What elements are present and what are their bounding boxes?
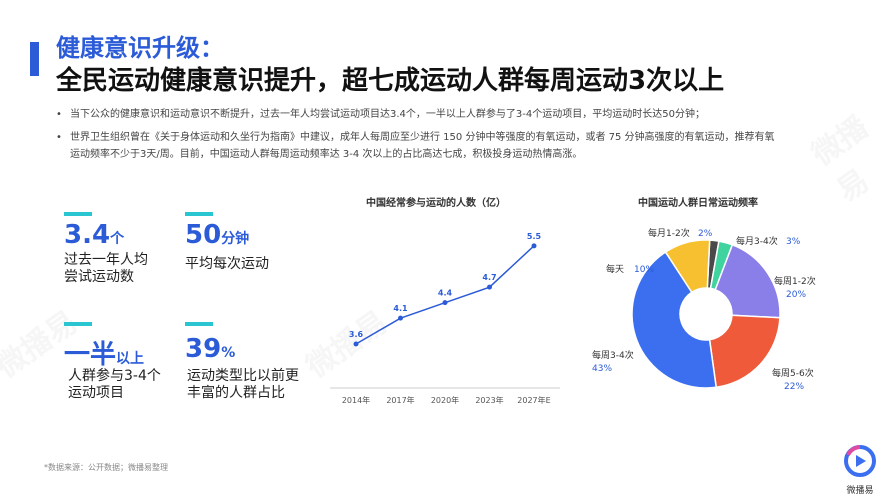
stat-unit-1: 个 bbox=[110, 231, 125, 247]
x-tick-label: 2014年 bbox=[342, 395, 370, 405]
slice-name: 每月1-2次 bbox=[648, 227, 690, 239]
x-tick-label: 2027年E bbox=[517, 395, 550, 405]
pie-slice bbox=[708, 314, 781, 389]
stat-divider-4 bbox=[185, 322, 213, 326]
slice-percent: 10% bbox=[634, 265, 654, 275]
stat-divider-1 bbox=[64, 212, 92, 216]
slice-name: 每天 bbox=[606, 263, 624, 275]
stat-desc-2: 平均每次运动 bbox=[185, 256, 269, 272]
data-label: 4.4 bbox=[438, 289, 453, 298]
stat-unit-3: 以上 bbox=[116, 351, 145, 367]
data-point bbox=[442, 300, 448, 306]
pie-slice bbox=[631, 250, 718, 389]
line-chart-title: 中国经常参与运动的人数（亿） bbox=[366, 198, 506, 209]
data-label: 4.7 bbox=[482, 273, 496, 282]
slice-percent: 3% bbox=[786, 237, 801, 247]
pie-slice bbox=[714, 243, 781, 319]
stat-value-2: 50分钟 bbox=[185, 220, 250, 250]
stat-divider-2 bbox=[185, 212, 213, 216]
title-accent-bar bbox=[30, 42, 39, 76]
line-chart: 3.6 2014年 4.1 2017年 4.4 2020年 4.7 2023年 5.5 2027年… bbox=[330, 232, 560, 405]
bullet-dot: • bbox=[56, 109, 62, 120]
stat-value-1: 3.4个 bbox=[64, 220, 125, 250]
footnote: *数据来源：公开数据；微播易整理 bbox=[44, 463, 168, 472]
brand-logo: 微播易 bbox=[840, 445, 880, 496]
stat-desc-1: 过去一年人均 尝试运动数 bbox=[64, 252, 148, 285]
slice-name: 每周1-2次 bbox=[774, 275, 816, 287]
x-tick-label: 2023年 bbox=[475, 395, 503, 405]
page-title: 全民运动健康意识提升，超七成运动人群每周运动3次以上 bbox=[56, 66, 725, 96]
bullet-text-3: 运动频率不少于3天/周。目前，中国运动人群每周运动频率达 3-4 次以上的占比高… bbox=[70, 149, 583, 160]
data-point bbox=[353, 341, 359, 347]
stat-unit-4: % bbox=[221, 345, 236, 361]
slice-percent: 2% bbox=[698, 229, 713, 239]
bullet-dot: • bbox=[56, 132, 62, 143]
slice-percent: 43% bbox=[592, 364, 612, 374]
stat-unit-2: 分钟 bbox=[221, 231, 250, 247]
data-label: 3.6 bbox=[349, 330, 364, 339]
stat-desc-4: 运动类型比以前更 丰富的人群占比 bbox=[187, 368, 299, 401]
bullet-2-cont: 运动频率不少于3天/周。目前，中国运动人群每周运动频率达 3-4 次以上的占比高… bbox=[70, 146, 870, 163]
logo-icon bbox=[844, 445, 876, 477]
pie-slice bbox=[664, 239, 711, 294]
stat-value-3: 一半以上 bbox=[64, 340, 145, 370]
pie-chart-title: 中国运动人群日常运动频率 bbox=[638, 198, 758, 209]
bullet-2: • 世界卫生组织曾在《关于身体运动和久坐行为指南》中建议，成年人每周应至少进行 … bbox=[56, 129, 870, 146]
bullet-text-2: 世界卫生组织曾在《关于身体运动和久坐行为指南》中建议，成年人每周应至少进行 15… bbox=[70, 132, 775, 143]
pie-chart: 每月1-2次 2% 每月3-4次 3% 每周1-2次 20% 每周5-6次 22% 每周3-4次… bbox=[592, 227, 816, 392]
bullet-text-1: 当下公众的健康意识和运动意识不断提升，过去一年人均尝试运动项目达3.4个，一半以… bbox=[70, 109, 705, 120]
slice-name: 每月3-4次 bbox=[736, 235, 778, 247]
data-point bbox=[487, 284, 492, 290]
slice-name: 每周5-6次 bbox=[772, 367, 814, 379]
data-point bbox=[398, 315, 403, 321]
stat-value-4: 39% bbox=[185, 334, 236, 364]
page-subtitle: 健康意识升级： bbox=[56, 34, 224, 62]
data-label: 5.5 bbox=[527, 232, 542, 241]
logo-text: 微播易 bbox=[846, 486, 874, 496]
stat-divider-3 bbox=[64, 322, 92, 326]
slice-percent: 20% bbox=[786, 290, 806, 300]
data-label: 4.1 bbox=[393, 304, 408, 313]
x-tick-label: 2020年 bbox=[431, 395, 459, 405]
x-tick-label: 2017年 bbox=[386, 395, 414, 405]
data-point bbox=[531, 243, 537, 249]
bullet-1: • 当下公众的健康意识和运动意识不断提升，过去一年人均尝试运动项目达3.4个，一… bbox=[56, 106, 870, 123]
stat-desc-3: 人群参与3-4个 运动项目 bbox=[68, 368, 161, 401]
slice-name: 每周3-4次 bbox=[592, 349, 634, 361]
slice-percent: 22% bbox=[784, 382, 804, 392]
